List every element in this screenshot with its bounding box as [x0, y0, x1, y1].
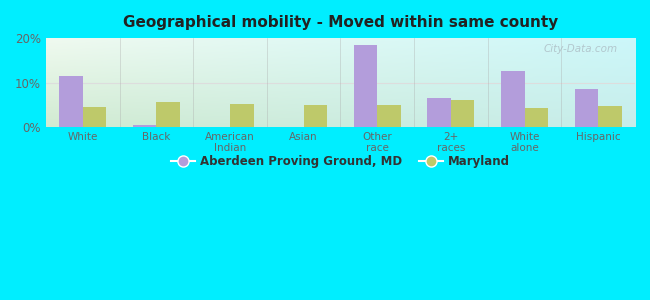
Bar [304, 105, 327, 127]
Bar [83, 107, 106, 127]
Bar [427, 98, 451, 127]
Bar [575, 89, 598, 127]
Bar [59, 76, 83, 127]
Bar [501, 71, 525, 127]
Title: Geographical mobility - Moved within same county: Geographical mobility - Moved within sam… [123, 15, 558, 30]
Bar [598, 106, 622, 127]
Bar [525, 108, 548, 127]
Bar [133, 125, 156, 127]
Bar [451, 100, 474, 127]
Bar [230, 104, 254, 127]
Bar [354, 45, 377, 127]
Bar [377, 105, 401, 127]
Bar [156, 103, 180, 127]
Text: City-Data.com: City-Data.com [543, 44, 618, 54]
Legend: Aberdeen Proving Ground, MD, Maryland: Aberdeen Proving Ground, MD, Maryland [166, 150, 514, 172]
